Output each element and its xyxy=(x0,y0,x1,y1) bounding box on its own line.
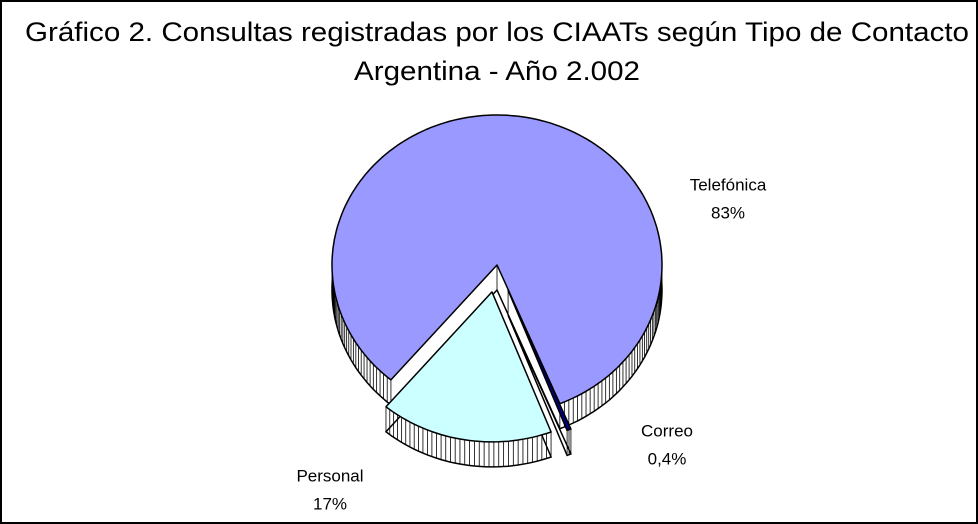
slice-label: Personal xyxy=(296,466,363,485)
slice xyxy=(385,291,552,443)
chart-title: Gráfico 2. Consultas registradas por los… xyxy=(25,17,969,47)
slice-label: Correo xyxy=(641,421,693,440)
slice-side-outline xyxy=(507,314,572,457)
slice-value-label: 0,4% xyxy=(648,449,687,468)
slice-side-outline xyxy=(384,315,553,468)
slice xyxy=(331,114,663,405)
slice-value-label: 17% xyxy=(313,494,347,513)
slice-label: Telefónica xyxy=(690,175,767,194)
slice xyxy=(507,289,572,432)
slice-value-label: 83% xyxy=(711,203,745,222)
chart-subtitle: Argentina - Año 2.002 xyxy=(354,56,640,86)
